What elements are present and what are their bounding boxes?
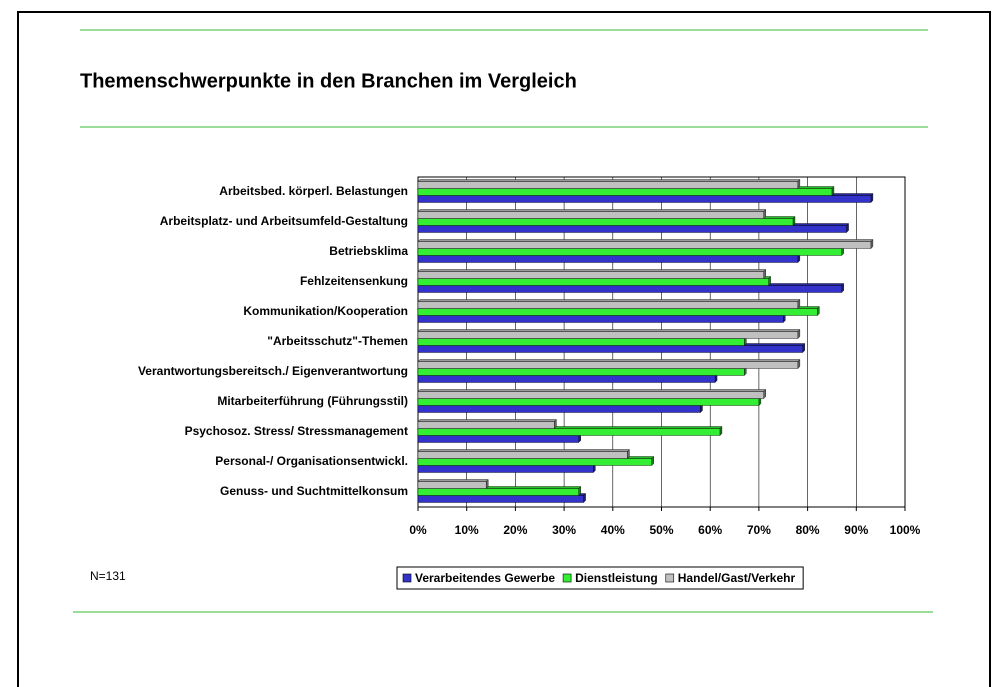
bar-face	[417, 255, 799, 263]
bar-face	[417, 338, 745, 346]
x-tick-label: 90%	[844, 523, 868, 537]
bar-face	[417, 495, 584, 503]
legend-swatch	[402, 573, 412, 583]
y-tick-label: Arbeitsplatz- und Arbeitsumfeld-Gestaltu…	[160, 214, 408, 228]
bar-face	[417, 451, 628, 459]
bar-face	[417, 398, 760, 406]
bar	[417, 269, 767, 279]
bar-face	[417, 481, 487, 489]
bar	[417, 419, 557, 429]
y-tick-label: Personal-/ Organisationsentwickl.	[215, 454, 408, 468]
bar-face	[417, 458, 652, 466]
bar-top	[417, 269, 767, 272]
y-tick-label: Mitarbeiterführung (Führungsstil)	[217, 394, 408, 408]
bar	[417, 479, 489, 489]
bar-face	[417, 218, 794, 226]
legend-label: Handel/Gast/Verkehr	[678, 571, 796, 585]
bar-top	[417, 329, 801, 332]
y-tick-label: Verantwortungsbereitsch./ Eigenverantwor…	[138, 364, 408, 378]
legend-swatch	[562, 573, 572, 583]
bar-top	[417, 389, 767, 392]
bar-face	[417, 391, 764, 399]
bar-top	[417, 239, 874, 242]
y-tick-label: Genuss- und Suchtmittelkonsum	[220, 484, 408, 498]
bar	[417, 359, 801, 369]
x-tick-label: 20%	[503, 523, 527, 537]
y-tick-label: Fehlzeitensenkung	[300, 274, 408, 288]
legend-swatch	[665, 573, 675, 583]
bar	[417, 209, 767, 219]
bar-face	[417, 308, 818, 316]
bar-face	[417, 248, 842, 256]
annotation: N=131	[90, 569, 126, 583]
bar-face	[417, 301, 799, 309]
bar-face	[417, 181, 799, 189]
bar-face	[417, 465, 594, 473]
bar-top	[417, 479, 489, 482]
bar-face	[417, 361, 799, 369]
bar-face	[417, 421, 555, 429]
y-tick-label: "Arbeitsschutz"-Themen	[267, 334, 408, 348]
bar-top	[417, 359, 801, 362]
x-tick-label: 80%	[796, 523, 820, 537]
legend: Verarbeitendes Gewerbe Dienstleistung Hand…	[396, 566, 804, 590]
bar	[417, 449, 630, 459]
x-tick-label: 30%	[552, 523, 576, 537]
bar-top	[417, 209, 767, 212]
bar-face	[417, 285, 842, 293]
chart-title: Themenschwerpunkte in den Branchen im Ve…	[80, 70, 577, 92]
legend-label: Dienstleistung	[575, 571, 658, 585]
bar-face	[417, 488, 579, 496]
x-tick-label: 70%	[747, 523, 771, 537]
x-tick-label: 60%	[698, 523, 722, 537]
bar	[417, 329, 801, 339]
bar-face	[417, 225, 847, 233]
bar-face	[417, 428, 721, 436]
x-tick-label: 100%	[890, 523, 921, 537]
y-tick-label: Betriebsklima	[329, 244, 408, 258]
legend-box	[396, 566, 804, 590]
bar	[417, 179, 801, 189]
slide-frame	[17, 11, 991, 687]
bar-face	[417, 241, 872, 249]
bar-face	[417, 315, 784, 323]
bar-face	[417, 278, 769, 286]
bar	[417, 239, 874, 249]
bar-face	[417, 405, 701, 413]
x-tick-label: 10%	[455, 523, 479, 537]
bar-top	[417, 179, 801, 182]
bar-top	[417, 419, 557, 422]
bar-face	[417, 331, 799, 339]
bar	[417, 299, 801, 309]
y-tick-label: Arbeitsbed. körperl. Belastungen	[219, 184, 408, 198]
x-tick-label: 0%	[409, 523, 427, 537]
legend-label: Verarbeitendes Gewerbe	[415, 571, 555, 585]
bar-face	[417, 271, 764, 279]
bar-face	[417, 368, 745, 376]
bar-face	[417, 211, 764, 219]
bar-face	[417, 188, 833, 196]
bar	[417, 389, 767, 399]
bar-face	[417, 375, 716, 383]
x-tick-label: 50%	[649, 523, 673, 537]
bar-top	[417, 299, 801, 302]
x-tick-label: 40%	[601, 523, 625, 537]
y-tick-label: Kommunikation/Kooperation	[243, 304, 408, 318]
y-tick-label: Psychosoz. Stress/ Stressmanagement	[185, 424, 408, 438]
bar-face	[417, 345, 803, 353]
bar-face	[417, 195, 872, 203]
bar-face	[417, 435, 579, 443]
bar-top	[417, 449, 630, 452]
